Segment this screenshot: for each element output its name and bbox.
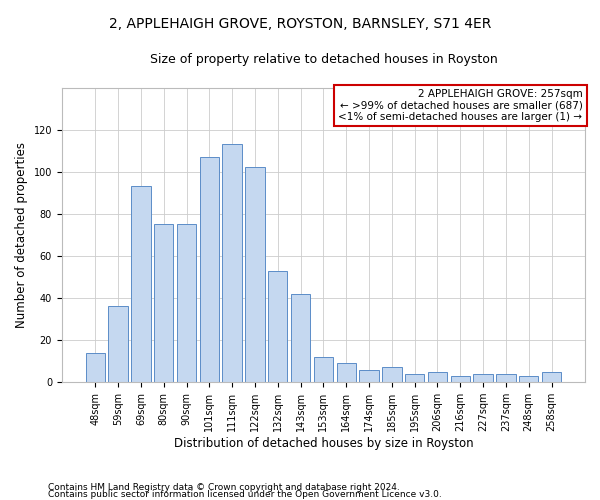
Title: Size of property relative to detached houses in Royston: Size of property relative to detached ho… [149, 52, 497, 66]
Bar [337, 364, 356, 382]
Bar [177, 224, 196, 382]
Text: Contains HM Land Registry data © Crown copyright and database right 2024.: Contains HM Land Registry data © Crown c… [48, 484, 400, 492]
Bar [223, 144, 242, 382]
Bar [200, 157, 219, 382]
Bar [496, 374, 515, 382]
Text: 2 APPLEHAIGH GROVE: 257sqm
← >99% of detached houses are smaller (687)
<1% of se: 2 APPLEHAIGH GROVE: 257sqm ← >99% of det… [338, 89, 583, 122]
Bar [382, 368, 401, 382]
Bar [314, 357, 333, 382]
Bar [245, 168, 265, 382]
Bar [131, 186, 151, 382]
Bar [109, 306, 128, 382]
Bar [451, 376, 470, 382]
Y-axis label: Number of detached properties: Number of detached properties [15, 142, 28, 328]
Text: 2, APPLEHAIGH GROVE, ROYSTON, BARNSLEY, S71 4ER: 2, APPLEHAIGH GROVE, ROYSTON, BARNSLEY, … [109, 18, 491, 32]
X-axis label: Distribution of detached houses by size in Royston: Distribution of detached houses by size … [173, 437, 473, 450]
Bar [405, 374, 424, 382]
Bar [154, 224, 173, 382]
Text: Contains public sector information licensed under the Open Government Licence v3: Contains public sector information licen… [48, 490, 442, 499]
Bar [291, 294, 310, 382]
Bar [542, 372, 561, 382]
Bar [268, 270, 287, 382]
Bar [359, 370, 379, 382]
Bar [86, 353, 105, 382]
Bar [473, 374, 493, 382]
Bar [428, 372, 447, 382]
Bar [519, 376, 538, 382]
